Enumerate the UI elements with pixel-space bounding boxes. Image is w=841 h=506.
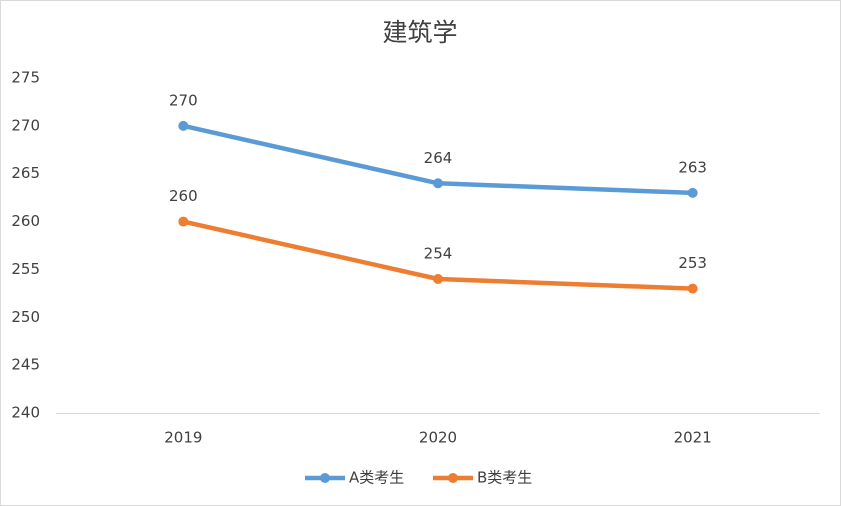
y-tick-label: 240	[11, 404, 40, 422]
x-tick-label: 2021	[674, 429, 712, 447]
data-point	[433, 274, 443, 284]
legend-label: B类考生	[477, 469, 532, 487]
data-label: 253	[678, 254, 707, 272]
legend-marker	[320, 473, 330, 483]
legend-marker	[448, 473, 458, 483]
data-label: 260	[169, 187, 198, 205]
chart-title: 建筑学	[382, 18, 457, 47]
data-label: 254	[424, 245, 453, 263]
y-tick-label: 250	[11, 308, 40, 326]
y-tick-label: 255	[11, 260, 40, 278]
data-label: 263	[678, 158, 707, 176]
y-tick-label: 265	[11, 164, 40, 182]
data-point	[178, 120, 189, 131]
legend-label: A类考生	[349, 469, 404, 487]
data-label: 264	[424, 149, 453, 167]
y-tick-label: 260	[11, 212, 40, 230]
data-point	[687, 283, 698, 294]
x-tick-label: 2019	[164, 429, 202, 447]
data-label: 270	[169, 91, 198, 109]
y-tick-label: 245	[11, 356, 40, 374]
y-tick-label: 270	[11, 116, 40, 134]
data-point	[178, 216, 189, 227]
x-tick-label: 2020	[419, 429, 457, 447]
y-tick-label: 275	[11, 69, 40, 87]
data-point	[433, 178, 443, 189]
data-point	[687, 187, 698, 198]
